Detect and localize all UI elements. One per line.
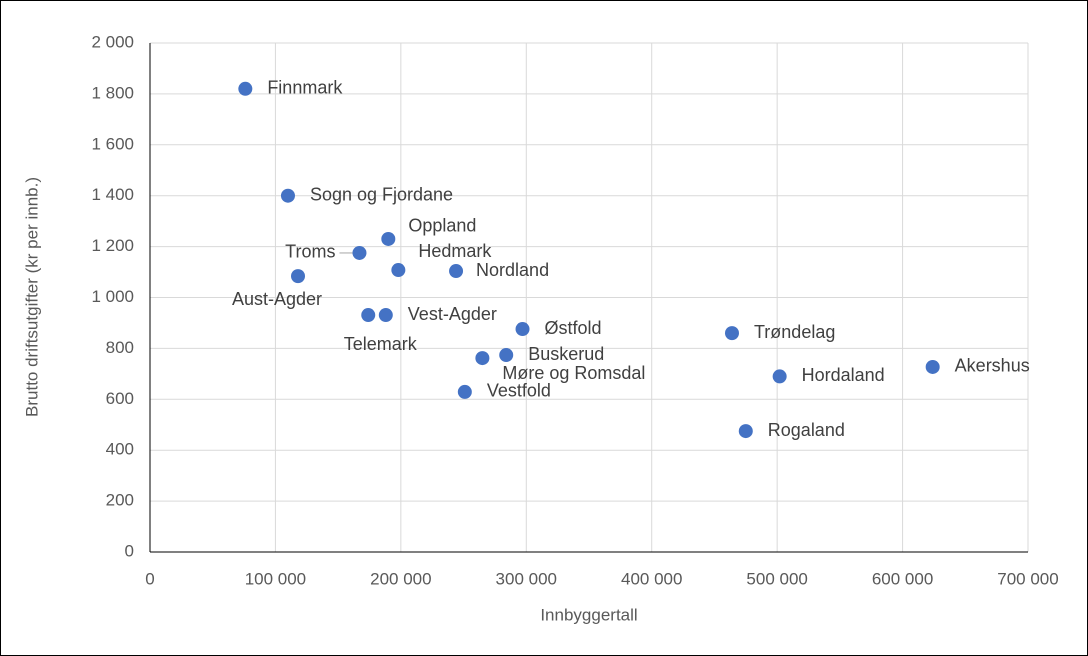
x-tick-label: 0 <box>145 569 154 588</box>
point-label: Buskerud <box>528 344 604 364</box>
point <box>449 264 464 279</box>
x-tick-label: 300 000 <box>496 569 557 588</box>
point-label: Sogn og Fjordane <box>310 184 453 204</box>
point <box>280 188 295 203</box>
point-label: Aust-Agder <box>232 289 322 309</box>
y-tick-label: 400 <box>106 440 134 459</box>
y-tick-label: 800 <box>106 338 134 357</box>
point <box>724 326 739 341</box>
y-tick-label: 0 <box>125 541 134 560</box>
point-label: Akershus <box>955 356 1030 376</box>
point-label: Finnmark <box>267 78 343 98</box>
point-label: Vestfold <box>487 381 551 401</box>
point-label: Hordaland <box>802 365 885 385</box>
point <box>291 269 306 284</box>
point <box>238 81 253 96</box>
point-label: Nordland <box>476 260 549 280</box>
y-tick-label: 1 800 <box>91 83 134 102</box>
point <box>738 424 753 439</box>
point-label: Vest-Agder <box>408 304 497 324</box>
point <box>352 245 367 260</box>
point <box>475 351 490 366</box>
point-label: Troms <box>285 242 335 262</box>
point <box>361 308 376 323</box>
point <box>925 359 940 374</box>
point <box>391 263 406 278</box>
point-label: Rogaland <box>768 420 845 440</box>
x-tick-label: 600 000 <box>872 569 933 588</box>
point <box>457 384 472 399</box>
y-tick-label: 600 <box>106 389 134 408</box>
x-tick-label: 700 000 <box>997 569 1058 588</box>
y-tick-label: 1 000 <box>91 287 134 306</box>
x-tick-label: 200 000 <box>370 569 431 588</box>
point-label: Oppland <box>408 216 476 236</box>
y-tick-label: 2 000 <box>91 32 134 51</box>
point <box>772 369 787 384</box>
point-label: Trøndelag <box>754 322 835 342</box>
y-axis-label: Brutto driftsutgifter (kr per innb.) <box>22 177 41 417</box>
point-label: Møre og Romsdal <box>502 363 645 383</box>
x-tick-label: 400 000 <box>621 569 682 588</box>
point <box>515 322 530 337</box>
x-tick-label: 500 000 <box>746 569 807 588</box>
x-axis-label: Innbyggertall <box>540 605 637 624</box>
point <box>378 308 393 323</box>
point <box>499 348 514 363</box>
point-label: Hedmark <box>418 241 492 261</box>
point-label: Telemark <box>344 334 418 354</box>
y-tick-label: 200 <box>106 491 134 510</box>
x-tick-label: 100 000 <box>245 569 306 588</box>
point <box>381 231 396 246</box>
y-tick-label: 1 600 <box>91 134 134 153</box>
point-label: Østfold <box>545 318 602 338</box>
y-tick-label: 1 200 <box>91 236 134 255</box>
y-tick-label: 1 400 <box>91 185 134 204</box>
